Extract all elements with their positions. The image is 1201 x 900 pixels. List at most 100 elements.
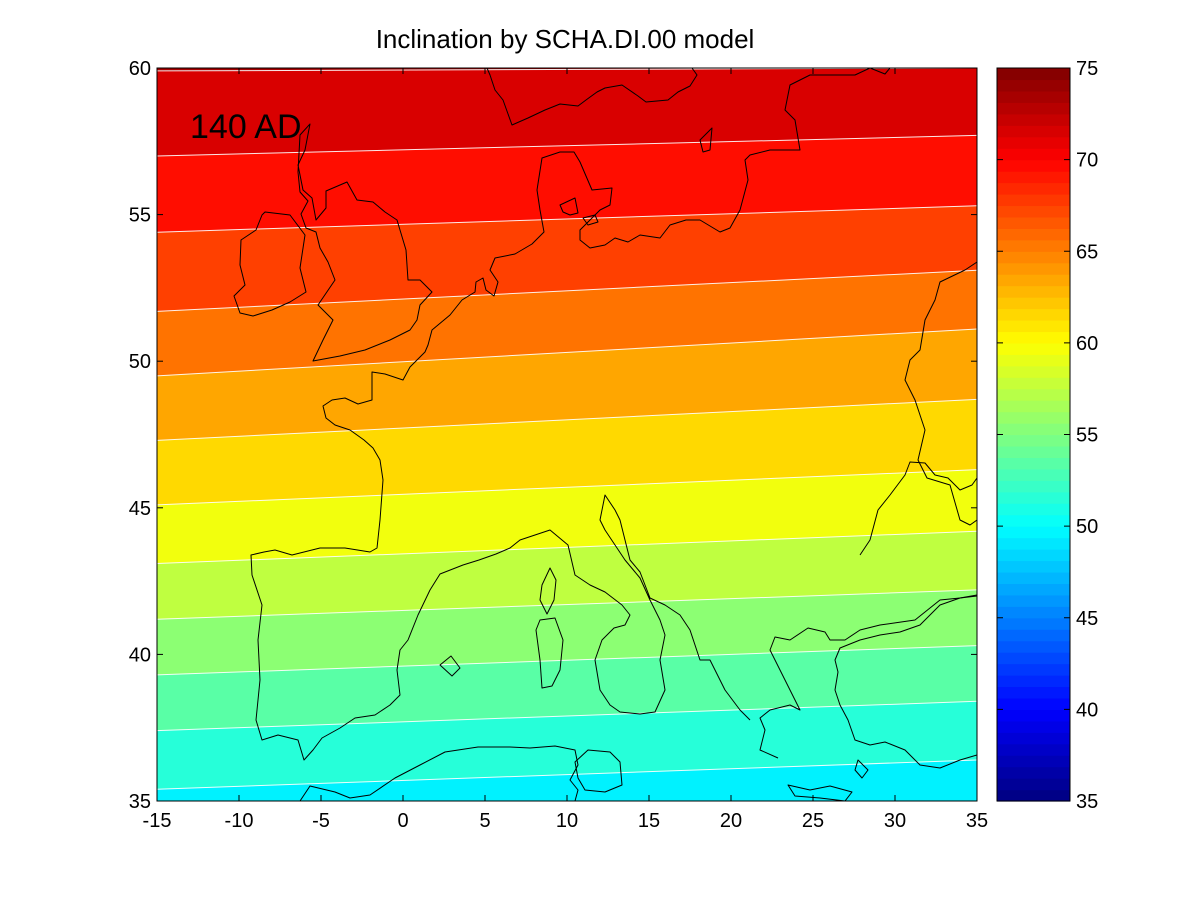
coastline-cyprus: [854, 759, 869, 779]
colorbar-step: [997, 171, 1070, 184]
colorbar-tick-label: 65: [1076, 241, 1098, 263]
colorbar-tick-label: 70: [1076, 150, 1098, 172]
y-tick-label: 55: [129, 205, 151, 227]
contour-line: [157, 134, 977, 157]
x-tick-label: 0: [397, 810, 408, 832]
coastline-balearics: [439, 655, 461, 677]
colorbar-step: [997, 297, 1070, 310]
colorbar-step: [997, 251, 1070, 264]
contour-band: [157, 328, 977, 441]
contour-line: [157, 589, 977, 620]
colorbar-step: [997, 778, 1070, 791]
colorbar-step: [997, 262, 1070, 275]
y-tick-label: 50: [129, 351, 151, 373]
colorbar-step: [997, 537, 1070, 550]
contour-line: [157, 645, 977, 676]
x-tick-label: -5: [312, 810, 330, 832]
colorbar-step: [997, 766, 1070, 779]
contour-band: [157, 270, 977, 376]
colorbar-step: [997, 743, 1070, 756]
colorbar-step: [997, 514, 1070, 527]
colorbar-step: [997, 709, 1070, 722]
colorbar-step: [997, 205, 1070, 218]
coastline-sicily: [574, 749, 623, 793]
coastline-crete: [787, 784, 853, 801]
colorbar-step: [997, 90, 1070, 103]
colorbar-step: [997, 354, 1070, 367]
colorbar-step: [997, 216, 1070, 229]
colorbar-step: [997, 365, 1070, 378]
colorbar-tick-label: 35: [1076, 791, 1098, 813]
y-tick-label: 40: [129, 644, 151, 666]
x-tick-label: -10: [225, 810, 254, 832]
colorbar-step: [997, 411, 1070, 424]
colorbar-step: [997, 480, 1070, 493]
colorbar-step: [997, 308, 1070, 321]
colorbar-step: [997, 445, 1070, 458]
colorbar-step: [997, 102, 1070, 115]
colorbar-step: [997, 686, 1070, 699]
colorbar-step: [997, 331, 1070, 344]
coastline-denmark: [559, 197, 599, 226]
coastline-anatolia: [834, 595, 977, 769]
x-tick-label: 5: [479, 810, 490, 832]
colorbar-step: [997, 457, 1070, 470]
colorbar-step: [997, 125, 1070, 138]
contour-band: [157, 645, 977, 731]
coastline-layer: [233, 68, 977, 801]
x-tick-label: 20: [720, 810, 742, 832]
colorbar-tick-label: 60: [1076, 333, 1098, 355]
colorbar-step: [997, 697, 1070, 710]
contour-line: [157, 328, 977, 377]
x-tick-label: 35: [966, 810, 988, 832]
y-tick-label: 35: [129, 791, 151, 813]
x-tick-label: 15: [638, 810, 660, 832]
colorbar-step: [997, 285, 1070, 298]
colorbar-step: [997, 663, 1070, 676]
coastline-scandinavia: [486, 68, 698, 126]
colorbar-step: [997, 423, 1070, 436]
x-axis: -15 -10 -5 0 5 10 15 20 25 30 35: [143, 68, 988, 832]
colorbar-step: [997, 274, 1070, 287]
x-tick-label: 30: [884, 810, 906, 832]
contour-band: [157, 135, 977, 233]
chart-title: Inclination by SCHA.DI.00 model: [376, 24, 755, 54]
colorbar-step: [997, 182, 1070, 195]
colorbar-step: [997, 732, 1070, 745]
y-tick-label: 60: [129, 58, 151, 80]
contour-line: [157, 530, 977, 565]
contour-line: [157, 205, 977, 233]
contour-band: [157, 68, 977, 156]
colorbar-step: [997, 400, 1070, 413]
colorbar-step: [997, 159, 1070, 172]
colorbar-step: [997, 617, 1070, 630]
colorbar-step: [997, 434, 1070, 447]
y-tick-label: 45: [129, 498, 151, 520]
plot-area: -15 -10 -5 0 5 10 15 20 25 30 35 35 40 45 50 55 60 140 …: [129, 58, 988, 832]
coastline-ireland: [233, 211, 307, 317]
coastline-continental-europe: [250, 68, 977, 761]
colorbar-step: [997, 549, 1070, 562]
colorbar-tick-label: 55: [1076, 425, 1098, 447]
colorbar-step: [997, 79, 1070, 92]
colorbar: 35 40 45 50 55 60 65 70 75: [996, 58, 1098, 813]
x-tick-label: 25: [802, 810, 824, 832]
contour-band: [157, 469, 977, 564]
coastline-north-africa: [299, 745, 579, 801]
contour-band: [157, 760, 977, 801]
colorbar-tick-label: 75: [1076, 58, 1098, 80]
colorbar-step: [997, 720, 1070, 733]
colorbar-step: [997, 503, 1070, 516]
colorbar-step: [997, 319, 1070, 333]
colorbar-step: [997, 594, 1070, 607]
colorbar-step: [997, 148, 1070, 161]
contour-band: [157, 205, 977, 312]
colorbar-tick-label: 50: [1076, 516, 1098, 538]
colorbar-tick-label: 45: [1076, 608, 1098, 630]
colorbar-step: [997, 583, 1070, 596]
colorbar-step: [997, 113, 1070, 126]
coastline-black-sea-north: [859, 461, 977, 556]
colorbar-step: [997, 228, 1070, 241]
colorbar-step: [997, 755, 1070, 768]
x-tick-label: 10: [556, 810, 578, 832]
